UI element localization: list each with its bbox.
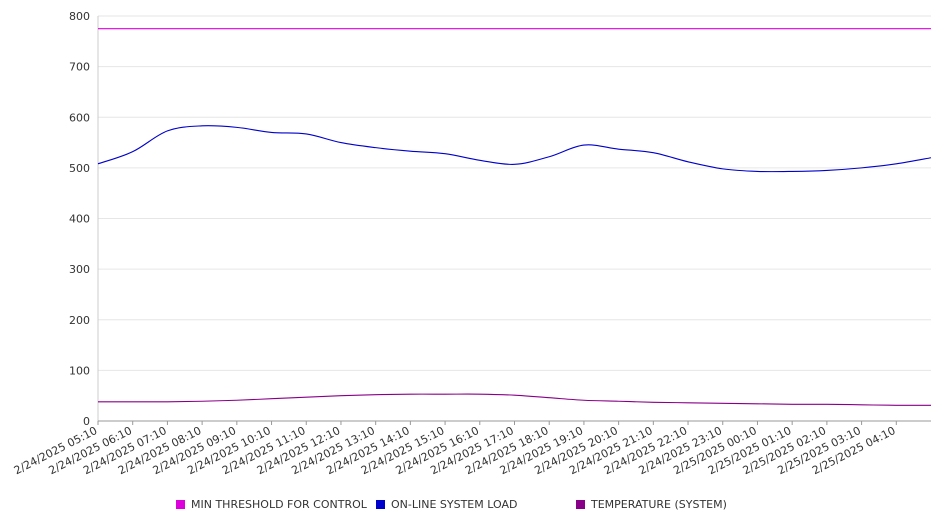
- legend-item-system-load[interactable]: ON-LINE SYSTEM LOAD: [376, 498, 517, 511]
- y-tick-label: 700: [69, 61, 90, 74]
- series-line-2[interactable]: [98, 393, 932, 406]
- y-tick-label: 800: [69, 10, 90, 23]
- y-tick-label: 100: [69, 364, 90, 377]
- legend-item-min-threshold[interactable]: MIN THRESHOLD FOR CONTROL: [176, 498, 367, 511]
- legend-label-min-threshold: MIN THRESHOLD FOR CONTROL: [191, 498, 367, 511]
- legend-swatch-temperature: [576, 500, 585, 509]
- x-tick-labels: 2/24/2025 05:102/24/2025 06:102/24/2025 …: [12, 424, 898, 477]
- legend-swatch-min-threshold: [176, 500, 185, 509]
- legend-label-temperature: TEMPERATURE (SYSTEM): [591, 498, 727, 511]
- y-tick-label: 0: [83, 415, 90, 428]
- y-tick-label: 600: [69, 111, 90, 124]
- y-tick-label: 400: [69, 213, 90, 226]
- legend-swatch-system-load: [376, 500, 385, 509]
- axes: [97, 16, 931, 425]
- legend-item-temperature[interactable]: TEMPERATURE (SYSTEM): [576, 498, 727, 511]
- y-tick-label: 300: [69, 263, 90, 276]
- legend-label-system-load: ON-LINE SYSTEM LOAD: [391, 498, 518, 511]
- grid-lines: [98, 15, 931, 371]
- y-tick-labels: 0 100 200 300 400 500 600 700 800: [69, 10, 90, 428]
- series-line-1[interactable]: [97, 125, 932, 173]
- y-tick-label: 200: [69, 314, 90, 327]
- legend: MIN THRESHOLD FOR CONTROL ON-LINE SYSTEM…: [0, 498, 946, 514]
- series-lines: [97, 28, 932, 406]
- y-tick-label: 500: [69, 162, 90, 175]
